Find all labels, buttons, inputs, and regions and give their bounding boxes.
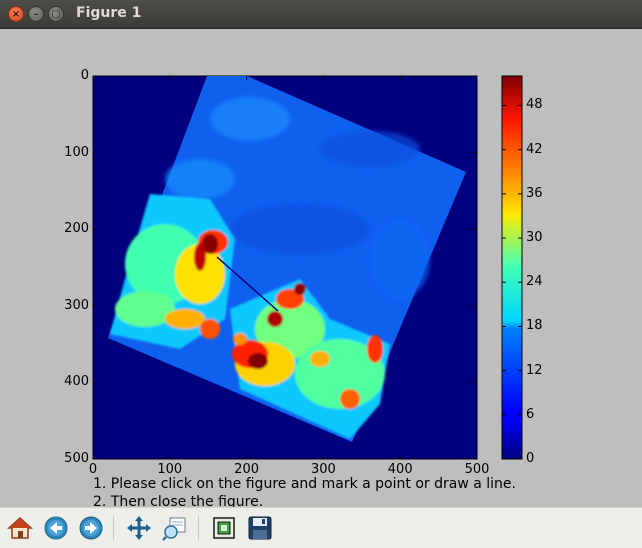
navigation-toolbar — [0, 507, 642, 548]
zoom-button[interactable] — [161, 514, 189, 542]
instruction-line-1: 1. Please click on the figure and mark a… — [93, 476, 516, 492]
y-tick-label: 0 — [80, 68, 89, 83]
figure-canvas[interactable]: 1. Please click on the figure and mark a… — [0, 29, 642, 510]
colorbar-tick-label: 30 — [526, 230, 543, 246]
maximize-window-button[interactable]: □ — [48, 6, 64, 22]
x-tick-label: 500 — [464, 462, 490, 477]
save-icon — [248, 516, 272, 540]
back-arrow-icon — [44, 516, 68, 540]
close-icon: × — [11, 9, 21, 20]
window-title: Figure 1 — [76, 5, 142, 21]
colorbar-ticks — [502, 104, 522, 460]
colorbar-tick-label: 48 — [526, 97, 543, 113]
x-tick-label: 0 — [88, 462, 98, 477]
close-window-button[interactable]: × — [8, 6, 24, 22]
colorbar — [501, 75, 523, 460]
colorbar-tick-label: 18 — [526, 318, 543, 334]
x-tick-label: 300 — [310, 462, 336, 477]
y-tick-label: 200 — [64, 221, 89, 237]
image-data — [108, 76, 466, 442]
colorbar-tick-label: 12 — [526, 362, 543, 378]
zoom-icon — [162, 517, 186, 541]
axis-ticks — [92, 75, 478, 460]
colorbar-tick-label: 24 — [526, 274, 543, 290]
forward-button[interactable] — [77, 514, 105, 542]
window-titlebar: × – □ Figure 1 — [0, 0, 642, 29]
save-figure-button[interactable] — [246, 514, 274, 542]
x-tick-label: 100 — [157, 462, 183, 477]
home-button[interactable] — [6, 514, 34, 542]
minimize-window-button[interactable]: – — [28, 6, 44, 22]
instruction-line-2: 2. Then close the figure. — [93, 494, 264, 510]
figure-svg — [92, 75, 523, 460]
pan-button[interactable] — [125, 514, 153, 542]
colorbar-tick-label: 36 — [526, 185, 543, 201]
y-tick-label: 300 — [64, 297, 89, 313]
minimize-icon: – — [33, 9, 39, 20]
x-tick-label: 400 — [387, 462, 413, 477]
configure-subplots-button[interactable] — [210, 514, 238, 542]
y-tick-label: 500 — [64, 451, 89, 466]
subplots-icon — [213, 517, 235, 539]
home-icon — [7, 516, 33, 539]
pan-icon — [127, 516, 151, 540]
y-tick-label: 100 — [64, 144, 89, 160]
forward-arrow-icon — [79, 516, 103, 540]
back-button[interactable] — [42, 514, 70, 542]
colorbar-tick-label: 42 — [526, 141, 543, 157]
x-tick-label: 200 — [234, 462, 260, 477]
drawn-line — [216, 256, 279, 312]
maximize-icon: □ — [51, 9, 61, 20]
colorbar-tick-label: 0 — [526, 451, 535, 466]
y-tick-label: 400 — [64, 374, 89, 390]
colorbar-tick-label: 6 — [526, 406, 535, 422]
